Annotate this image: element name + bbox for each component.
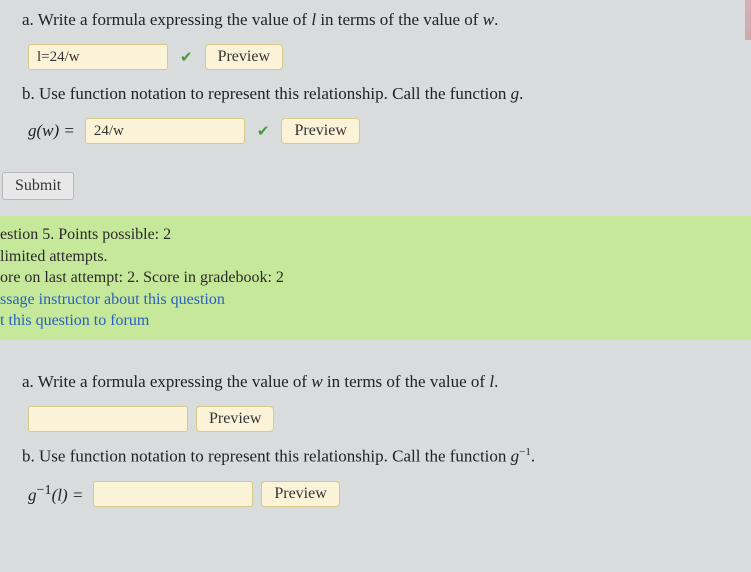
label-b1: g(w) = [28, 121, 75, 141]
prompt-b1: b. Use function notation to represent th… [22, 84, 737, 104]
answer-input-b2[interactable] [93, 481, 253, 507]
submit-row: Submit [0, 154, 751, 208]
prompt-b2-text2: . [531, 447, 535, 466]
answer-input-a2[interactable] [28, 406, 188, 432]
prompt-b1-fn: g [511, 84, 520, 103]
input-row-a2: Preview [28, 406, 737, 432]
label-b2-exp: −1 [37, 482, 52, 498]
prompt-a2: a. Write a formula expressing the value … [22, 372, 737, 392]
preview-button-a1[interactable]: Preview [205, 44, 283, 70]
spacer [0, 340, 751, 368]
question-part-b1: b. Use function notation to represent th… [0, 80, 751, 154]
prompt-a2-text2: in terms of the value of [323, 372, 490, 391]
prompt-a1-text2: in terms of the value of [316, 10, 483, 29]
window-edge [745, 0, 751, 40]
check-icon: ✔ [257, 122, 270, 141]
prompt-a1: a. Write a formula expressing the value … [22, 10, 737, 30]
info-line-2: limited attempts. [0, 246, 745, 268]
prompt-a2-var1: w [311, 372, 322, 391]
input-row-b2: g−1(l) = Preview [28, 481, 737, 507]
submit-button[interactable]: Submit [2, 172, 74, 200]
message-instructor-link[interactable]: ssage instructor about this question [0, 289, 745, 311]
info-line-1: estion 5. Points possible: 2 [0, 224, 745, 246]
preview-button-a2[interactable]: Preview [196, 406, 274, 432]
prompt-b1-text2: . [519, 84, 523, 103]
prompt-b1-text1: b. Use function notation to represent th… [22, 84, 511, 103]
answer-input-b1[interactable] [85, 118, 245, 144]
post-forum-link[interactable]: t this question to forum [0, 310, 745, 332]
prompt-a1-var2: w [483, 10, 494, 29]
preview-button-b2[interactable]: Preview [261, 481, 339, 507]
prompt-b2: b. Use function notation to represent th… [22, 446, 737, 467]
input-row-a1: ✔ Preview [28, 44, 737, 70]
prompt-b2-fn: g [511, 447, 520, 466]
info-line-3: ore on last attempt: 2. Score in gradebo… [0, 267, 745, 289]
answer-input-a1[interactable] [28, 44, 168, 70]
prompt-a2-text1: a. Write a formula expressing the value … [22, 372, 311, 391]
preview-button-b1[interactable]: Preview [281, 118, 359, 144]
prompt-a2-text3: . [494, 372, 498, 391]
input-row-b1: g(w) = ✔ Preview [28, 118, 737, 144]
label-b2-g: g [28, 485, 37, 504]
question-part-a1: a. Write a formula expressing the value … [0, 6, 751, 80]
check-icon: ✔ [180, 48, 193, 67]
prompt-b2-exp: −1 [519, 446, 531, 458]
question-part-a2: a. Write a formula expressing the value … [0, 368, 751, 442]
label-b2-rest: (l) = [52, 485, 84, 504]
question-info-block: estion 5. Points possible: 2 limited att… [0, 216, 751, 340]
page-container: a. Write a formula expressing the value … [0, 0, 751, 517]
label-b2: g−1(l) = [28, 482, 83, 506]
prompt-a1-text1: a. Write a formula expressing the value … [22, 10, 311, 29]
prompt-a1-text3: . [494, 10, 498, 29]
question-part-b2: b. Use function notation to represent th… [0, 442, 751, 517]
prompt-b2-text1: b. Use function notation to represent th… [22, 447, 511, 466]
